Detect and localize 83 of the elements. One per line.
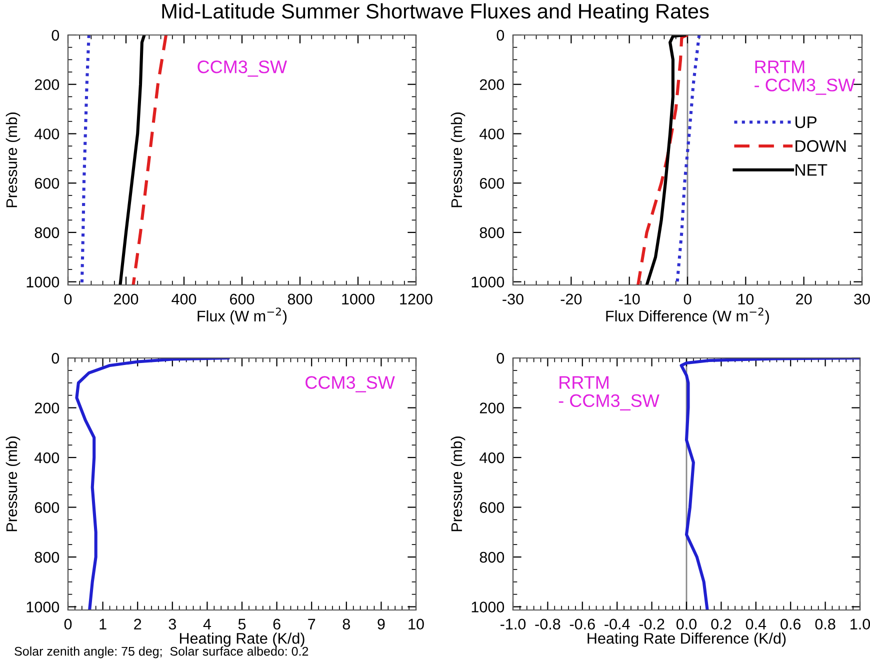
- line-series: [645, 35, 686, 285]
- x-tick-label: 0.6: [780, 618, 801, 630]
- y-tick-label: 0: [52, 30, 60, 41]
- x-axis-title: Flux (W m$^{−2}$): [198, 308, 287, 325]
- x-tick-label: -0.8: [535, 618, 560, 630]
- text: Solar zenith angle: 75 deg; Solar surface albedo: 0.2: [14, 646, 308, 658]
- y-tick-label: 200: [34, 402, 60, 414]
- y-tick-label: 1000: [26, 602, 60, 612]
- x-tick-label: 4: [203, 618, 211, 630]
- x-tick-label: 0: [684, 294, 692, 305]
- y-tick-label: 600: [480, 502, 504, 513]
- x-tick-label: -0.6: [570, 618, 595, 630]
- x-tick-label: 9: [378, 618, 385, 630]
- y-tick-label: 800: [480, 227, 504, 238]
- y-tick-label: 1000: [472, 276, 504, 288]
- line-series: [80, 35, 90, 285]
- line-series: [636, 35, 690, 285]
- y-tick-label: 400: [34, 128, 60, 140]
- x-tick-label: 1200: [400, 294, 432, 305]
- y-tick-label: 0: [52, 352, 60, 364]
- y-tick-label: 400: [480, 452, 504, 464]
- y-tick-label: 600: [480, 178, 504, 189]
- x-tick-label: -1.0: [500, 618, 526, 630]
- y-axis-title: Pressure (mb): [6, 112, 20, 208]
- y-tick-label: 200: [480, 402, 504, 414]
- x-tick-label: -0.2: [639, 618, 664, 630]
- x-tick-label: -0.4: [604, 618, 630, 630]
- x-tick-label: 6: [273, 618, 280, 630]
- x-tick-label: 7: [308, 618, 316, 630]
- y-axis-title: Pressure (mb): [6, 436, 20, 532]
- x-tick-label: 10: [738, 294, 754, 305]
- x-tick-label: 1.0: [850, 618, 870, 630]
- x-tick-label: 10: [408, 618, 424, 630]
- x-tick-label: 0.8: [815, 618, 836, 630]
- x-tick-label: 30: [854, 294, 870, 305]
- y-tick-label: 800: [34, 227, 60, 238]
- x-tick-label: 20: [796, 294, 812, 305]
- x-tick-label: 1: [100, 618, 106, 630]
- y-tick-label: 400: [480, 128, 504, 140]
- y-tick-label: 0: [496, 30, 504, 41]
- legend-label: UP: [796, 116, 817, 128]
- x-tick-label: 0.2: [711, 618, 732, 630]
- y-tick-label: 800: [480, 552, 504, 563]
- annotation: CCM3_SW: [306, 376, 395, 392]
- y-tick-label: 200: [480, 79, 504, 90]
- x-tick-label: 1000: [342, 294, 374, 305]
- y-tick-label: 800: [34, 552, 60, 563]
- annotation: CCM3_SW: [198, 60, 287, 77]
- x-tick-label: 800: [288, 294, 312, 305]
- x-axis-title: Heating Rate Difference (K/d): [588, 632, 786, 647]
- y-tick-label: 600: [34, 502, 60, 513]
- line-series: [132, 35, 168, 285]
- x-axis-title: Flux Difference (W m$^{−2}$): [606, 308, 769, 325]
- annotation: RRTM - CCM3_SW: [754, 60, 856, 95]
- line-series: [118, 35, 146, 285]
- y-axis-title: Pressure (mb): [450, 436, 466, 532]
- x-tick-label: 200: [114, 294, 138, 305]
- y-tick-label: 1000: [26, 276, 60, 288]
- line-series: [75, 358, 230, 610]
- y-axis-title: Pressure (mb): [450, 112, 466, 208]
- x-tick-label: 5: [238, 618, 246, 630]
- x-tick-label: 0.4: [746, 618, 766, 630]
- x-tick-label: 0: [64, 618, 72, 630]
- x-tick-label: -20: [560, 294, 582, 305]
- x-tick-label: 0: [64, 294, 72, 305]
- x-tick-label: 8: [342, 618, 350, 630]
- y-tick-label: 600: [34, 178, 60, 189]
- annotation: RRTM - CCM3_SW: [558, 376, 660, 410]
- x-tick-label: 600: [230, 294, 254, 305]
- legend-label: DOWN: [796, 140, 846, 152]
- x-tick-label: 400: [172, 294, 196, 305]
- x-tick-label: 2: [134, 618, 142, 630]
- x-tick-label: 3: [168, 618, 176, 630]
- legend-label: NET: [796, 164, 828, 176]
- y-tick-label: 1000: [472, 602, 504, 612]
- y-tick-label: 200: [34, 79, 60, 90]
- x-tick-label: -30: [502, 294, 524, 305]
- chart-title: Mid-Latitude Summer Shortwave Fluxes and Heating Rates: [162, 3, 709, 23]
- y-tick-label: 0: [496, 352, 504, 364]
- y-tick-label: 400: [34, 452, 60, 464]
- x-axis-title: Heating Rate (K/d): [180, 632, 304, 647]
- x-tick-label: -10: [618, 294, 640, 305]
- x-tick-label: 0.0: [676, 618, 697, 630]
